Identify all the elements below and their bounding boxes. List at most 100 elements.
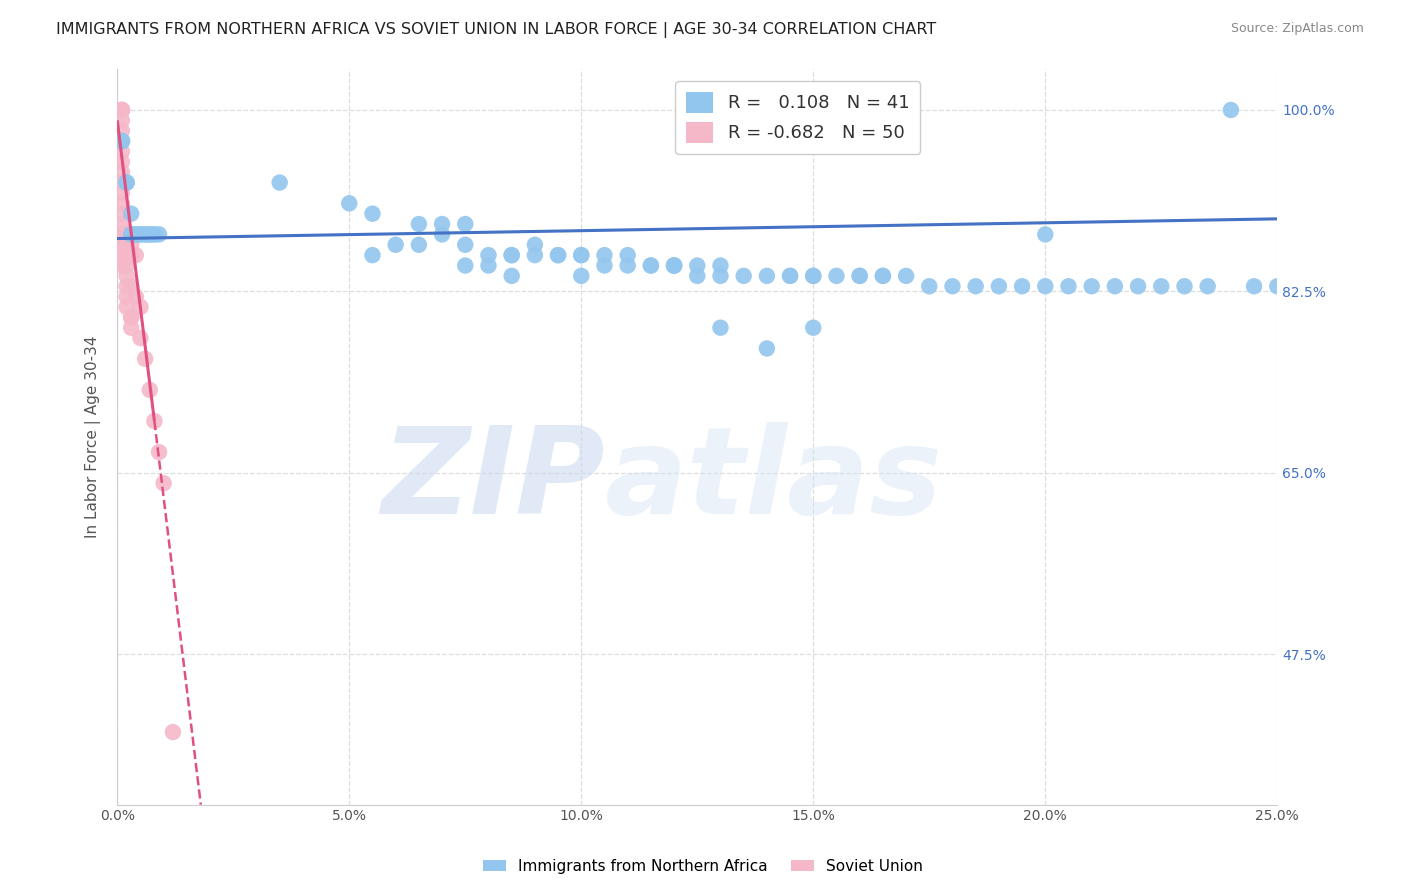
Point xyxy=(111,103,134,117)
Point xyxy=(801,268,824,283)
Point xyxy=(115,227,138,242)
Point xyxy=(111,237,134,252)
Point xyxy=(111,103,134,117)
Point xyxy=(872,268,894,283)
Point xyxy=(134,227,156,242)
Point xyxy=(1150,279,1173,293)
Point xyxy=(125,248,148,262)
Point xyxy=(120,237,142,252)
Point xyxy=(547,248,569,262)
Text: Source: ZipAtlas.com: Source: ZipAtlas.com xyxy=(1230,22,1364,36)
Point xyxy=(120,279,142,293)
Point xyxy=(801,320,824,334)
Point xyxy=(111,248,134,262)
Point xyxy=(111,103,134,117)
Point xyxy=(454,259,477,273)
Point xyxy=(120,227,142,242)
Point xyxy=(120,320,142,334)
Point xyxy=(1126,279,1149,293)
Point xyxy=(733,268,755,283)
Point xyxy=(361,207,384,221)
Point xyxy=(1057,279,1080,293)
Point xyxy=(111,113,134,128)
Point xyxy=(872,268,894,283)
Point xyxy=(111,217,134,231)
Point xyxy=(143,227,166,242)
Point xyxy=(120,310,142,325)
Point xyxy=(139,227,162,242)
Point xyxy=(111,103,134,117)
Point xyxy=(640,259,662,273)
Point xyxy=(593,259,616,273)
Point xyxy=(125,227,148,242)
Point xyxy=(755,342,778,356)
Point xyxy=(125,227,148,242)
Point xyxy=(120,227,142,242)
Point xyxy=(1033,227,1056,242)
Point xyxy=(129,331,152,345)
Point xyxy=(662,259,685,273)
Point xyxy=(848,268,870,283)
Point xyxy=(1033,279,1056,293)
Point xyxy=(120,310,142,325)
Point xyxy=(547,248,569,262)
Point xyxy=(115,268,138,283)
Point xyxy=(139,383,162,397)
Point xyxy=(523,237,546,252)
Point xyxy=(269,176,291,190)
Point xyxy=(430,217,453,231)
Point xyxy=(111,134,134,148)
Point xyxy=(134,351,156,366)
Point xyxy=(1265,279,1288,293)
Point xyxy=(129,227,152,242)
Point xyxy=(111,227,134,242)
Point xyxy=(148,445,170,459)
Point xyxy=(848,268,870,283)
Point xyxy=(111,145,134,159)
Point xyxy=(709,268,731,283)
Point xyxy=(616,259,638,273)
Point xyxy=(523,248,546,262)
Point xyxy=(408,237,430,252)
Point xyxy=(501,248,523,262)
Point xyxy=(662,259,685,273)
Legend: R =   0.108   N = 41, R = -0.682   N = 50: R = 0.108 N = 41, R = -0.682 N = 50 xyxy=(675,81,921,153)
Point xyxy=(430,227,453,242)
Point xyxy=(593,248,616,262)
Point xyxy=(501,248,523,262)
Point xyxy=(152,476,174,491)
Point xyxy=(115,248,138,262)
Point xyxy=(129,300,152,314)
Point xyxy=(1197,279,1219,293)
Point xyxy=(1104,279,1126,293)
Point xyxy=(111,176,134,190)
Point xyxy=(454,217,477,231)
Point xyxy=(111,259,134,273)
Point xyxy=(454,237,477,252)
Point xyxy=(918,279,941,293)
Point xyxy=(987,279,1010,293)
Text: atlas: atlas xyxy=(605,422,942,540)
Point xyxy=(779,268,801,283)
Point xyxy=(120,248,142,262)
Point xyxy=(125,290,148,304)
Point xyxy=(662,259,685,273)
Point xyxy=(825,268,848,283)
Point xyxy=(569,248,592,262)
Point xyxy=(143,414,166,428)
Point xyxy=(125,227,148,242)
Point xyxy=(894,268,917,283)
Point xyxy=(755,268,778,283)
Point xyxy=(129,227,152,242)
Point xyxy=(162,725,184,739)
Text: ZIP: ZIP xyxy=(381,422,605,540)
Point xyxy=(616,248,638,262)
Point xyxy=(111,124,134,138)
Point xyxy=(686,268,709,283)
Point xyxy=(111,207,134,221)
Legend: Immigrants from Northern Africa, Soviet Union: Immigrants from Northern Africa, Soviet … xyxy=(477,853,929,880)
Point xyxy=(1219,103,1241,117)
Point xyxy=(501,268,523,283)
Point xyxy=(686,259,709,273)
Point xyxy=(709,259,731,273)
